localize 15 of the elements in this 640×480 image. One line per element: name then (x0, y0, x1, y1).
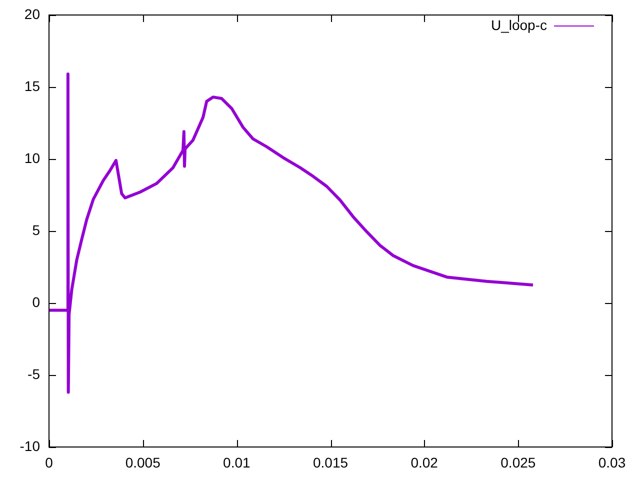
x-tick-label: 0 (45, 454, 54, 470)
x-tick-label: 0.03 (598, 454, 626, 470)
x-tick-label: 0.02 (410, 454, 438, 470)
y-tick-label: 20 (24, 6, 40, 22)
x-tick-label: 0.01 (223, 454, 251, 470)
y-tick-label: 5 (32, 222, 40, 238)
x-tick-label: 0.015 (312, 454, 348, 470)
y-tick-label: 15 (24, 78, 40, 94)
y-tick-label: 10 (24, 150, 40, 166)
x-tick-label: 0.005 (125, 454, 161, 470)
x-tick-label: 0.025 (500, 454, 536, 470)
y-tick-label: -10 (20, 438, 40, 454)
y-tick-label: -5 (28, 366, 40, 382)
legend-label: U_loop-c (490, 16, 547, 33)
y-tick-label: 0 (32, 294, 40, 310)
